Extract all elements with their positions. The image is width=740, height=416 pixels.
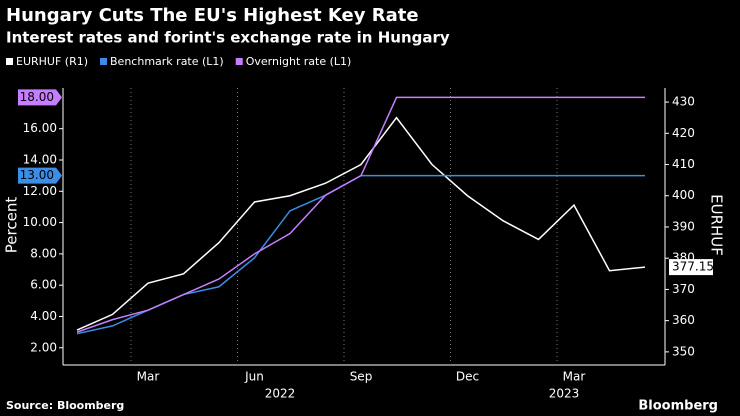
value-label: 377.15 <box>672 260 714 274</box>
y2-tick-label: 350 <box>672 344 695 358</box>
x-year-label: 2022 <box>265 387 296 401</box>
legend-swatch <box>235 58 243 65</box>
y-tick-label: 16.00 <box>23 121 57 135</box>
legend-swatch <box>6 58 13 65</box>
y-tick-label: 10.00 <box>23 215 57 229</box>
y-tick-label: 2.00 <box>30 340 57 354</box>
x-tick-label: Jun <box>244 370 264 384</box>
brand: Bloomberg <box>638 399 718 414</box>
value-label: 13.00 <box>20 168 54 182</box>
y2-tick-label: 370 <box>672 282 695 296</box>
series-line <box>76 116 646 331</box>
y2-tick-label: 430 <box>672 95 695 109</box>
y-tick-label: 6.00 <box>30 278 57 292</box>
y-tick-label: 4.00 <box>30 309 57 323</box>
y-tick-label: 14.00 <box>23 152 57 166</box>
source: Source: Bloomberg <box>6 399 124 412</box>
x-tick-label: Mar <box>563 370 586 384</box>
y-axis-title: Percent <box>3 197 21 254</box>
value-tag <box>669 259 713 276</box>
y2-tick-label: 410 <box>672 157 695 171</box>
series-line <box>76 174 645 335</box>
legend-label: EURHUF (R1) <box>16 55 88 68</box>
y2-tick-label: 420 <box>672 126 695 140</box>
value-tag <box>18 167 62 184</box>
y-tick-label: 8.00 <box>30 246 57 260</box>
chart-subtitle: Interest rates and forint's exchange rat… <box>6 29 450 47</box>
y2-axis-title: EURHUF <box>708 194 726 256</box>
x-tick-label: Mar <box>137 370 160 384</box>
legend-label: Overnight rate (L1) <box>246 55 352 68</box>
x-year-label: 2023 <box>549 387 580 401</box>
y2-tick-label: 400 <box>672 188 695 202</box>
value-label: 18.00 <box>20 90 54 104</box>
chart-title: Hungary Cuts The EU's Highest Key Rate <box>6 5 419 26</box>
x-tick-label: Sep <box>350 370 373 384</box>
series-line <box>76 96 645 333</box>
y-tick-label: 12.00 <box>23 184 57 198</box>
value-tag <box>18 89 62 106</box>
legend-swatch <box>100 58 108 65</box>
y2-tick-label: 390 <box>672 219 695 233</box>
x-tick-label: Dec <box>456 370 479 384</box>
legend-label: Benchmark rate (L1) <box>110 55 224 68</box>
y2-tick-label: 360 <box>672 313 695 327</box>
